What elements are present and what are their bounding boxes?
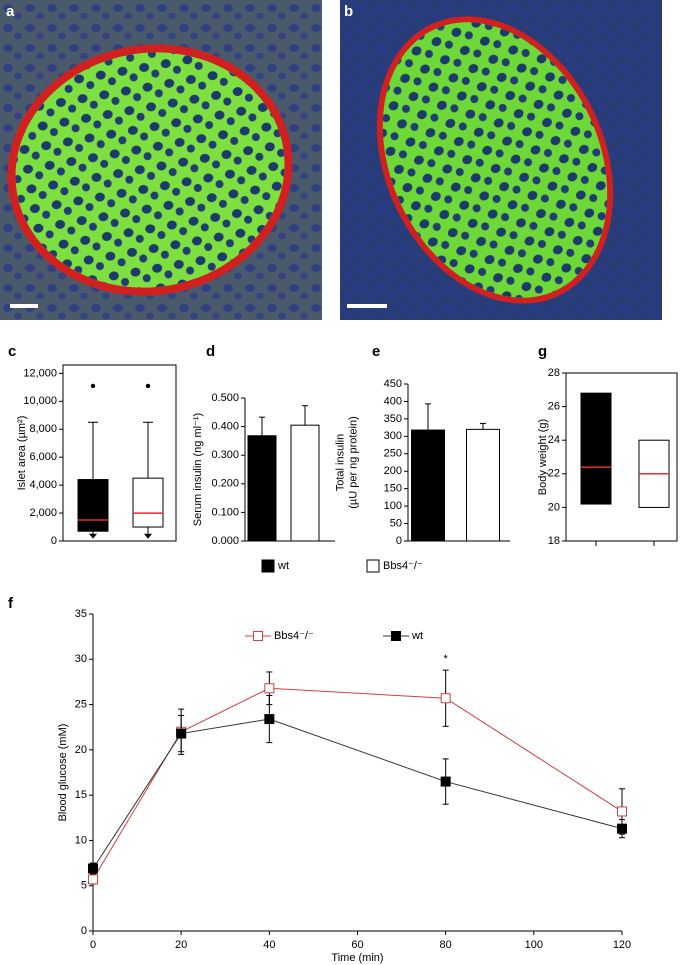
y-tick-label: 50 (390, 517, 402, 529)
panel-letter: b (344, 3, 353, 20)
y-tick-label: 300 (384, 430, 402, 442)
x-tick-label: 100 (525, 939, 543, 951)
y-tick-label: 0 (51, 535, 57, 547)
annotation: * (444, 653, 449, 665)
panel-letter: c (8, 343, 16, 360)
legend-label: wt (411, 630, 423, 642)
y-axis-label: Islet area (µm²) (16, 416, 28, 491)
marker (264, 683, 275, 694)
x-tick-label: 20 (175, 939, 187, 951)
plot-frame (62, 364, 177, 542)
y-axis-label: Serum insulin (ng ml⁻¹) (192, 413, 204, 526)
x-axis-label: Time (min) (331, 952, 383, 964)
line (92, 718, 623, 869)
outlier (90, 383, 96, 389)
y-tick-label: 30 (75, 653, 87, 665)
y-tick-label: 4,000 (29, 479, 57, 491)
bar (411, 429, 445, 542)
y-tick-label: 24 (548, 434, 560, 446)
marker (617, 806, 627, 817)
y-tick-label: 400 (384, 395, 402, 407)
bar (466, 428, 500, 542)
y-tick-label: 100 (384, 500, 402, 512)
y-axis-label: Total insulin (334, 434, 346, 491)
legend-label: wt (277, 560, 289, 572)
y-tick-label: 0.000 (211, 535, 239, 547)
y-tick-label: 0 (396, 535, 402, 547)
legend-swatch (366, 559, 380, 573)
y-tick-label: 5 (81, 880, 87, 892)
y-tick-label: 0.400 (211, 421, 239, 433)
x-tick-label: 120 (613, 939, 631, 951)
y-axis-label: Blood glucose (mM) (57, 724, 69, 822)
y-tick-label: 12,000 (23, 367, 57, 379)
marker (264, 714, 275, 725)
micrograph-a: a (0, 0, 322, 320)
micrograph-b: b (340, 0, 662, 320)
marker (440, 776, 451, 787)
y-tick-label: 6,000 (29, 451, 57, 463)
box (580, 392, 612, 505)
legend-marker (253, 631, 263, 641)
y-tick-label: 450 (384, 378, 402, 390)
marker (176, 728, 187, 739)
legend-label: Bbs4⁻/⁻ (274, 630, 314, 642)
y-tick-label: 15 (75, 789, 87, 801)
x-tick-label: 0 (90, 939, 96, 951)
y-axis-label: Body weight (g) (537, 419, 549, 495)
whisker-end (144, 533, 152, 539)
y-tick-label: 2,000 (29, 507, 57, 519)
box (132, 477, 164, 528)
marker (440, 693, 451, 704)
panel-letter: a (6, 3, 15, 20)
whisker-end (89, 533, 97, 539)
y-tick-label: 0.500 (211, 392, 239, 404)
line (92, 687, 623, 880)
panel-letter: d (206, 343, 215, 360)
legend-marker (391, 631, 401, 641)
bar (247, 435, 277, 542)
y-tick-label: 22 (548, 468, 560, 480)
panel-letter: g (538, 343, 547, 360)
marker (617, 823, 627, 834)
y-tick-label: 20 (548, 501, 560, 513)
marker (88, 863, 98, 874)
y-tick-label: 200 (384, 465, 402, 477)
bar (290, 424, 320, 542)
y-axis-label: (µU per ng protein) (347, 416, 359, 509)
outlier (145, 383, 151, 389)
legend-label: Bbs4⁻/⁻ (383, 560, 423, 572)
y-tick-label: 26 (548, 401, 560, 413)
y-tick-label: 20 (75, 744, 87, 756)
panel-letter: f (8, 595, 14, 612)
y-tick-label: 10,000 (23, 395, 57, 407)
y-tick-label: 0.300 (211, 449, 239, 461)
y-tick-label: 0.200 (211, 478, 239, 490)
y-tick-label: 150 (384, 483, 402, 495)
y-tick-label: 35 (75, 608, 87, 620)
y-tick-label: 250 (384, 448, 402, 460)
legend-swatch (261, 559, 275, 573)
y-tick-label: 350 (384, 413, 402, 425)
y-tick-label: 10 (75, 834, 87, 846)
y-tick-label: 28 (548, 367, 560, 379)
x-tick-label: 40 (263, 939, 275, 951)
y-tick-label: 0.100 (211, 506, 239, 518)
y-tick-label: 0 (81, 925, 87, 937)
marker (88, 874, 98, 885)
y-tick-label: 18 (548, 535, 560, 547)
box (77, 479, 109, 532)
x-tick-label: 60 (351, 939, 363, 951)
plot-frame (565, 372, 678, 542)
x-tick-label: 80 (440, 939, 452, 951)
y-tick-label: 8,000 (29, 423, 57, 435)
y-tick-label: 25 (75, 698, 87, 710)
panel-letter: e (372, 343, 380, 360)
